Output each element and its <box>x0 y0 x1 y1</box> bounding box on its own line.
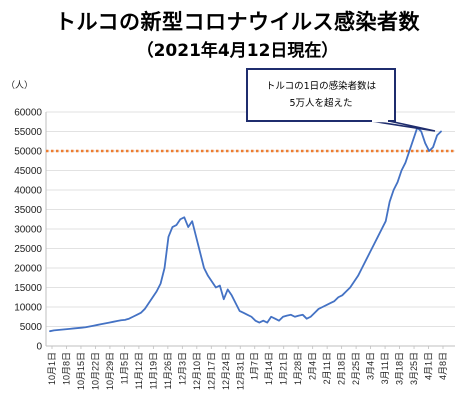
x-tick-label: 1月14日 <box>264 352 274 385</box>
series-line <box>49 126 442 333</box>
x-tick-label: 12月24日 <box>221 352 231 390</box>
series-group <box>49 126 442 333</box>
x-tick-label: 1月28日 <box>293 352 303 385</box>
x-tick-label: 10月29日 <box>105 352 115 390</box>
x-tick-labels: 10月1日 10月8日 10月15日 10月22日 10月29日 11月5日 11月12日 1… <box>47 346 448 390</box>
x-tick-label: 3月4日 <box>366 352 376 380</box>
callout-text-line: トルコの1日の感染者数は <box>266 80 377 92</box>
x-tick-label: 4月1日 <box>424 352 434 380</box>
y-tick-label: 15000 <box>14 283 42 294</box>
x-tick-label: 12月10日 <box>192 352 202 390</box>
grid-lines <box>46 111 455 347</box>
chart-subtitle: （2021年4月12日現在） <box>136 41 339 61</box>
y-axis-unit-label: （人） <box>6 80 33 91</box>
y-tick-label: 10000 <box>14 303 42 314</box>
y-tick-label: 20000 <box>14 264 42 275</box>
x-tick-label: 12月17日 <box>206 352 216 390</box>
x-tick-label: 12月31日 <box>235 352 245 390</box>
y-tick-labels: 0 5000 10000 15000 20000 25000 30000 35000 40000… <box>14 108 42 353</box>
x-tick-label: 2月4日 <box>308 352 318 380</box>
callout-pointer <box>370 120 436 132</box>
x-tick-label: 10月8日 <box>61 352 71 385</box>
y-tick-label: 5000 <box>20 322 43 333</box>
x-tick-label: 2月18日 <box>337 352 347 385</box>
x-tick-label: 11月26日 <box>163 352 173 389</box>
x-tick-label: 11月19日 <box>148 352 158 389</box>
x-tick-label: 10月15日 <box>76 352 86 390</box>
y-tick-label: 45000 <box>14 166 42 177</box>
x-tick-label: 10月1日 <box>47 352 57 385</box>
x-tick-label: 3月11日 <box>380 352 390 384</box>
x-tick-label: 1月7日 <box>250 352 260 380</box>
x-tick-label: 3月18日 <box>395 352 405 385</box>
x-tick-label: 4月8日 <box>438 352 448 380</box>
x-tick-label: 11月12日 <box>134 352 144 389</box>
x-tick-label: 2月25日 <box>351 352 361 385</box>
x-tick-label: 11月5日 <box>119 352 129 384</box>
x-tick-label: 3月25日 <box>409 352 419 385</box>
y-tick-label: 55000 <box>14 127 42 138</box>
x-tick-label: 10月22日 <box>90 352 100 390</box>
y-tick-label: 25000 <box>14 244 42 255</box>
y-tick-label: 50000 <box>14 147 42 158</box>
chart-title: トルコの新型コロナウイルス感染者数 <box>54 10 421 34</box>
callout-box <box>246 68 396 122</box>
x-tick-label: 12月3日 <box>177 352 187 385</box>
y-tick-label: 60000 <box>14 108 42 119</box>
annotation-callout: トルコの1日の感染者数は 5万人を超えた <box>246 68 436 132</box>
y-tick-label: 0 <box>36 342 42 353</box>
y-tick-label: 35000 <box>14 205 42 216</box>
y-tick-label: 40000 <box>14 186 42 197</box>
y-tick-label: 30000 <box>14 225 42 236</box>
x-tick-label: 2月11日 <box>322 352 332 384</box>
x-tick-label: 1月21日 <box>279 352 289 385</box>
callout-text-line: 5万人を超えた <box>289 97 352 109</box>
